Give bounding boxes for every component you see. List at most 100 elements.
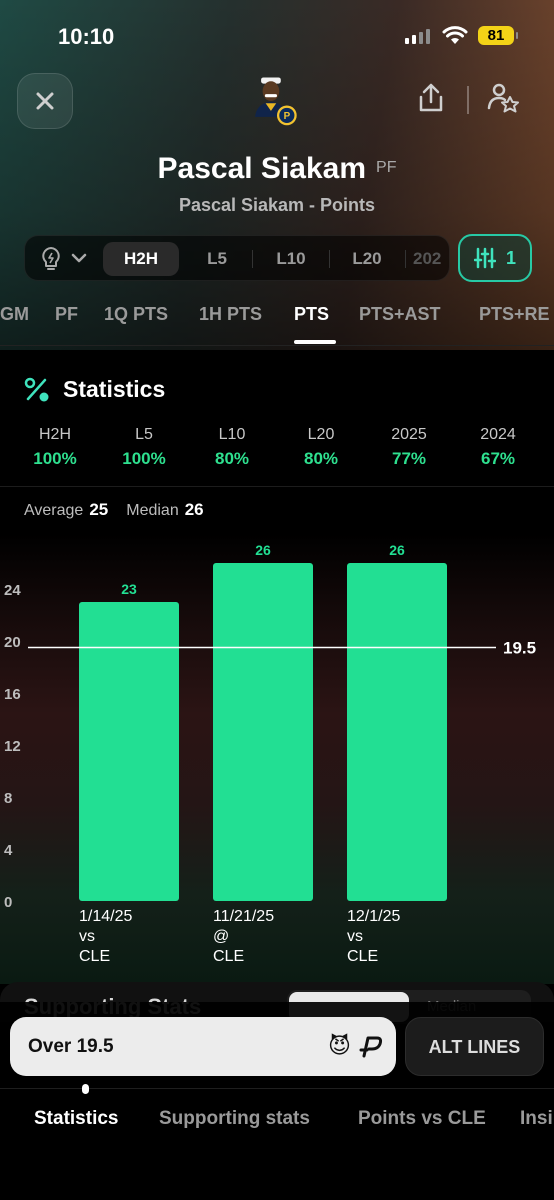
status-bar: 10:10 81 <box>0 22 554 52</box>
close-icon <box>36 92 54 110</box>
median-value: 26 <box>184 500 204 519</box>
tab-pts-ast[interactable]: PTS+AST <box>359 304 441 324</box>
bar <box>213 563 313 901</box>
x-category-label: 1/14/25 <box>79 908 132 925</box>
bottom-tab-points-vs[interactable]: Points vs CLE <box>358 1108 486 1129</box>
share-button[interactable] <box>416 82 446 119</box>
x-category-label: vs <box>79 928 95 945</box>
scroll-indicator <box>82 1084 89 1094</box>
hit-rate-value: 67% <box>480 449 516 468</box>
hit-rate-h2h: H2H 100% <box>15 426 95 469</box>
y-tick-label: 24 <box>4 582 21 599</box>
hit-rate-label: 2025 <box>391 426 427 443</box>
tab-pf[interactable]: PF <box>55 304 79 324</box>
hit-rate-value: 77% <box>391 449 427 468</box>
hit-rate-label: L5 <box>135 426 153 443</box>
segment-separator <box>252 250 253 268</box>
cell-signal-icon <box>405 28 430 44</box>
bar <box>347 563 447 901</box>
hit-rate-label: L20 <box>307 426 335 443</box>
close-button[interactable] <box>17 73 73 129</box>
segment-l10[interactable]: L10 <box>276 249 306 268</box>
header-divider <box>467 86 469 114</box>
y-tick-label: 12 <box>4 738 21 755</box>
x-category-label: CLE <box>213 948 244 965</box>
player-name: Pascal Siakam PF <box>0 152 554 186</box>
hit-rate-2025: 2025 77% <box>369 426 449 469</box>
player-name-text: Pascal Siakam <box>157 152 367 185</box>
tab-gm[interactable]: GM <box>0 304 29 324</box>
filter-settings-button[interactable]: 1 <box>458 234 532 282</box>
segment-l20[interactable]: L20 <box>352 249 382 268</box>
bar-value-label: 23 <box>121 581 137 597</box>
y-tick-label: 0 <box>4 894 12 911</box>
bottom-tab-statistics[interactable]: Statistics <box>34 1108 119 1129</box>
player-position: PF <box>376 159 397 176</box>
player-profile-button[interactable] <box>486 82 520 119</box>
y-tick-label: 16 <box>4 686 21 703</box>
over-label: Over 19.5 <box>28 1036 114 1057</box>
hit-rate-label: 2024 <box>480 426 516 443</box>
prizepicks-logo-icon <box>359 1036 383 1058</box>
x-category-label: 12/1/25 <box>347 908 400 925</box>
hit-rate-value: 80% <box>303 449 339 468</box>
bottom-tab-supporting-stats[interactable]: Supporting stats <box>159 1108 310 1129</box>
person-star-icon <box>487 83 519 113</box>
header-background <box>0 0 554 350</box>
hit-rate-value: 100% <box>33 449 77 468</box>
bar-value-label: 26 <box>389 542 405 558</box>
hit-rate-label: L10 <box>218 426 246 443</box>
over-pick-button[interactable]: Over 19.5 😈 <box>10 1017 396 1076</box>
segment-h2h[interactable]: H2H <box>103 242 179 276</box>
battery-indicator: 81 <box>478 26 518 45</box>
bar-value-label: 26 <box>255 542 271 558</box>
y-tick-label: 4 <box>4 842 13 859</box>
market-subtitle: Pascal Siakam - Points <box>178 195 376 215</box>
x-category-label: @ <box>213 928 229 945</box>
average-value: 25 <box>89 500 109 519</box>
tab-1h-pts[interactable]: 1H PTS <box>199 304 263 324</box>
tabs-divider <box>0 345 554 346</box>
median-label: Median <box>126 502 179 519</box>
segment-season[interactable]: 202 <box>413 249 442 268</box>
section-divider <box>0 486 554 487</box>
devil-emoji: 😈 <box>328 1033 351 1058</box>
share-icon <box>419 83 443 112</box>
x-category-label: CLE <box>79 948 110 965</box>
hit-rate-l20: L20 80% <box>281 426 361 469</box>
segment-separator <box>329 250 330 268</box>
statistics-title: Statistics <box>63 376 166 402</box>
average-median-row: Average 25 Median 26 <box>24 500 222 520</box>
y-tick-label: 8 <box>4 790 12 807</box>
x-category-label: 11/21/25 <box>213 908 274 925</box>
svg-text:P: P <box>284 111 291 122</box>
chevron-down-icon[interactable] <box>71 252 87 264</box>
hit-rate-l10: L10 80% <box>192 426 272 469</box>
player-avatar: P <box>255 77 297 126</box>
bottom-section-tabs: Statistics Supporting stats Points vs CL… <box>0 1108 554 1148</box>
filter-count: 1 <box>505 247 516 268</box>
tab-1q-pts[interactable]: 1Q PTS <box>104 304 169 324</box>
stat-category-tabs: GM PF 1Q PTS 1H PTS PTS PTS+AST PTS+RE <box>0 300 554 346</box>
bottom-tabs-divider <box>0 1088 554 1089</box>
hit-rate-2024: 2024 67% <box>458 426 538 469</box>
y-tick-label: 20 <box>4 634 21 651</box>
percent-icon <box>24 377 49 402</box>
hit-rate-l5: L5 100% <box>104 426 184 469</box>
wifi-icon <box>442 26 468 44</box>
alt-lines-button[interactable]: ALT LINES <box>405 1017 544 1076</box>
bar <box>79 602 179 901</box>
bottom-tab-insights[interactable]: Insi <box>520 1108 553 1129</box>
average-label: Average <box>24 502 84 519</box>
hit-rate-label: H2H <box>38 426 71 443</box>
x-category-label: vs <box>347 928 363 945</box>
x-category-label: CLE <box>347 948 378 965</box>
range-filter-bar: H2H L5 L10 L20 202 <box>24 235 450 281</box>
active-tab-indicator <box>294 340 336 344</box>
tab-pts[interactable]: PTS <box>294 304 330 324</box>
segment-l5[interactable]: L5 <box>207 249 227 268</box>
points-bar-chart: 0 4 8 12 16 20 24 23 1/14/25 vs CLE 26 11/21/25 @ CLE 2… <box>4 542 536 965</box>
tab-pts-reb[interactable]: PTS+RE <box>479 304 550 324</box>
threshold-label: 19.5 <box>503 639 536 658</box>
lightbulb-icon[interactable] <box>39 246 63 272</box>
